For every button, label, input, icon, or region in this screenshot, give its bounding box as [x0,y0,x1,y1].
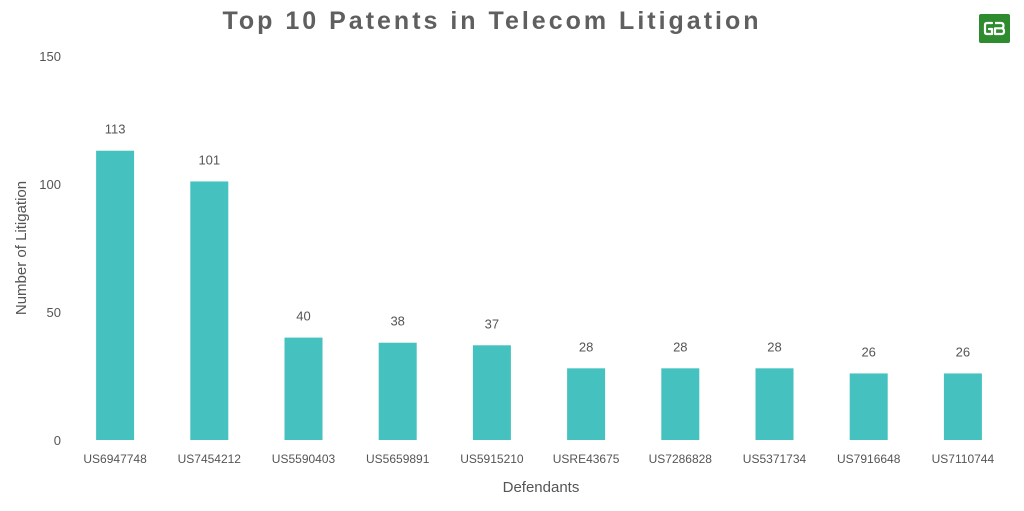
bar [284,337,323,440]
x-tick-label: US5590403 [272,452,336,466]
chart-title: Top 10 Patents in Telecom Litigation [222,7,762,35]
y-tick-label: 150 [39,49,61,64]
bar [567,368,606,440]
bar [378,342,417,440]
data-label: 38 [390,314,404,329]
gb-logo-mark [983,21,1006,36]
x-tick-label: US7454212 [178,452,242,466]
y-tick-label: 50 [47,305,61,320]
x-tick-label: US7916648 [837,452,901,466]
value-labels: 113 101 40 38 37 28 28 28 26 26 [105,122,970,360]
x-tick-label: US5915210 [460,452,524,466]
data-label: 28 [579,339,593,354]
data-label: 40 [296,309,310,324]
x-axis-title: Defendants [503,479,580,496]
data-label: 26 [956,344,970,359]
bar [849,373,888,440]
gb-logo-icon [979,14,1010,43]
data-label: 113 [105,122,126,137]
x-tick-label: US5659891 [366,452,430,466]
y-tick-label: 0 [54,433,61,448]
x-tick-label: US6947748 [83,452,147,466]
data-label: 28 [673,339,687,354]
x-tick-label: US5371734 [743,452,807,466]
bar [190,181,229,440]
y-axis-ticks: 0 50 100 150 [39,49,61,448]
bar [472,345,511,440]
bar [943,373,982,440]
bar [661,368,700,440]
bar [755,368,794,440]
x-tick-label: USRE43675 [553,452,620,466]
data-label: 37 [485,316,499,331]
data-label: 101 [198,152,220,167]
bars [96,150,982,440]
y-axis-title: Number of Litigation [13,181,30,315]
bar [96,150,135,440]
x-axis-tick-labels: US6947748 US7454212 US5590403 US5659891 US59… [83,452,994,466]
data-label: 26 [861,344,875,359]
x-tick-label: US7286828 [649,452,713,466]
x-tick-label: US7110744 [932,452,995,466]
data-label: 28 [767,339,781,354]
y-tick-label: 100 [39,177,61,192]
